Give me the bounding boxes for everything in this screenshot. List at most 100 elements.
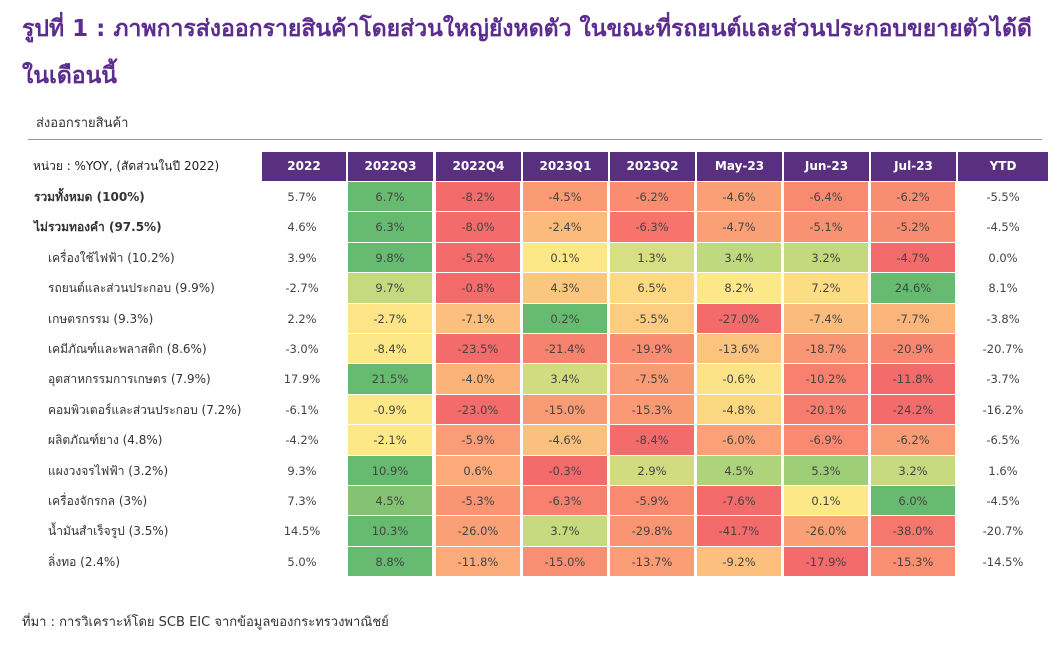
heatmap-cell: 4.3% [523, 273, 607, 303]
heatmap-cell: -23.0% [436, 394, 520, 425]
heatmap-cell: -26.0% [436, 516, 520, 546]
heatmap-cell: 9.7% [348, 273, 432, 303]
heatmap-cell: -41.7% [697, 516, 781, 546]
heatmap-cell: 24.6% [871, 273, 955, 303]
heatmap-cell: -13.6% [697, 334, 781, 364]
heatmap-cell: -7.7% [871, 303, 955, 333]
column-header-jun-23: Jun-23 [784, 152, 869, 181]
heatmap-cell: -7.5% [610, 364, 694, 394]
row-label: ผลิตภัณฑ์ยาง (4.8%) [48, 433, 163, 448]
cell-2022: 2.2% [287, 311, 317, 326]
heatmap-cell: -5.2% [871, 212, 955, 242]
table-subtitle: ส่งออกรายสินค้า [36, 116, 129, 131]
heatmap-cell: 10.9% [348, 455, 432, 485]
row-label: แผงวงจรไฟฟ้า (3.2%) [48, 463, 169, 478]
heatmap-cell: -27.0% [697, 303, 781, 333]
heatmap-cell: -4.5% [523, 182, 607, 212]
heatmap-cell: -8.4% [348, 334, 432, 364]
column-header-may-23: May-23 [697, 152, 782, 181]
row-label: รถยนต์และส่วนประกอบ (9.9%) [48, 281, 215, 296]
heatmap-cell: -24.2% [871, 394, 955, 425]
heatmap-cell: -15.0% [523, 546, 607, 577]
heatmap-cell: -20.9% [871, 334, 955, 364]
heatmap-cell: 2.9% [610, 455, 694, 485]
heatmap-cell: -8.2% [436, 182, 520, 212]
heatmap-cell: -29.8% [610, 516, 694, 546]
heatmap-cell: -11.8% [436, 546, 520, 577]
heatmap-cell: 10.3% [348, 516, 432, 546]
heatmap-cell: -4.7% [871, 242, 955, 273]
row-label: ลิ่งทอ (2.4%) [48, 554, 120, 569]
heatmap-cell: 1.3% [610, 242, 694, 273]
heatmap-cell: -4.8% [697, 394, 781, 425]
heatmap-cell: 6.5% [610, 273, 694, 303]
heatmap-cell: -4.6% [697, 182, 781, 212]
cell-2022: 5.7% [287, 190, 317, 204]
heatmap-cell: -17.9% [784, 546, 868, 577]
heatmap-cell: -5.5% [610, 303, 694, 333]
row-label: น้ำมันสำเร็จรูป (3.5%) [48, 524, 169, 539]
heatmap-cell: 7.2% [784, 273, 868, 303]
row-label: อุตสาหกรรมการเกษตร (7.9%) [48, 372, 211, 387]
heatmap-cell: -4.0% [436, 364, 520, 394]
row-label: เคมีภัณฑ์และพลาสติก (8.6%) [48, 342, 207, 356]
heatmap-cell: 21.5% [348, 364, 432, 394]
heatmap-cell: -0.3% [523, 455, 607, 485]
column-header-2023q1: 2023Q1 [523, 152, 608, 181]
heatmap-cell: -7.1% [436, 303, 520, 333]
heatmap-cell: -6.2% [871, 182, 955, 212]
cell-2022: 5.0% [287, 554, 317, 569]
divider [28, 139, 1042, 140]
heatmap-cell: -18.7% [784, 334, 868, 364]
row-label: ไม่รวมทองคำ (97.5%) [34, 220, 162, 235]
heatmap-cell: 6.0% [871, 486, 955, 516]
row-label: เครื่องใช้ไฟฟ้า (10.2%) [48, 250, 175, 265]
heatmap-cell: -6.0% [697, 425, 781, 455]
heatmap-cell: -6.2% [610, 182, 694, 212]
heatmap-cell: 8.2% [697, 273, 781, 303]
heatmap-cell: -2.4% [523, 212, 607, 242]
figure-title: รูปที่ 1 : ภาพการส่งออกรายสินค้าโดยส่วนใ… [22, 16, 1032, 89]
cell-2022: -4.2% [285, 433, 319, 448]
row-label: รวมทั้งหมด (100%) [34, 190, 145, 204]
cell-ytd: -3.8% [986, 311, 1020, 326]
heatmap-cell: 0.2% [523, 303, 607, 333]
heatmap-cell: -38.0% [871, 516, 955, 546]
heatmap-cell: -2.7% [348, 303, 432, 333]
heatmap-cell: 6.3% [348, 212, 432, 242]
cell-ytd: -4.5% [986, 220, 1020, 235]
heatmap-cell: 3.7% [523, 516, 607, 546]
heatmap-cell: 9.8% [348, 242, 432, 273]
cell-ytd: 0.0% [988, 250, 1018, 265]
column-header-2022: 2022 [262, 152, 346, 181]
heatmap-cell: 3.2% [784, 242, 868, 273]
cell-2022: 9.3% [287, 463, 317, 478]
heatmap-cell: -5.2% [436, 242, 520, 273]
heatmap-cell: 4.5% [348, 486, 432, 516]
heatmap-cell: 6.7% [348, 182, 432, 212]
heatmap-cell: -5.3% [436, 486, 520, 516]
heatmap-cell: -21.4% [523, 334, 607, 364]
cell-ytd: 8.1% [988, 281, 1018, 296]
cell-2022: 7.3% [287, 494, 317, 508]
heatmap-cell: -19.9% [610, 334, 694, 364]
column-header-2022q3: 2022Q3 [348, 152, 433, 181]
heatmap-cell: -5.9% [436, 425, 520, 455]
heatmap-cell: 0.1% [523, 242, 607, 273]
cell-ytd: -6.5% [986, 433, 1020, 448]
heatmap-cell: -15.0% [523, 394, 607, 425]
heatmap-cell: -6.2% [871, 425, 955, 455]
heatmap-cell: -6.4% [784, 182, 868, 212]
heatmap-cell: 4.5% [697, 455, 781, 485]
row-label: เกษตรกรรม (9.3%) [48, 311, 154, 326]
heatmap-cell: -7.4% [784, 303, 868, 333]
heatmap-cell: 0.6% [436, 455, 520, 485]
cell-ytd: -5.5% [986, 190, 1020, 204]
cell-2022: 17.9% [283, 372, 321, 387]
heatmap-cell: -10.2% [784, 364, 868, 394]
cell-2022: -6.1% [285, 402, 319, 417]
heatmap-cell: -6.3% [523, 486, 607, 516]
heatmap-cell: -26.0% [784, 516, 868, 546]
cell-ytd: -20.7% [982, 342, 1024, 356]
cell-ytd: -4.5% [986, 494, 1020, 508]
